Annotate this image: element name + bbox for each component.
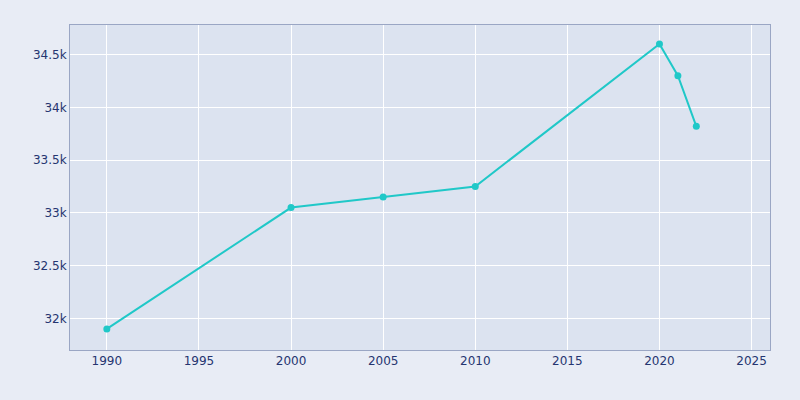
svg-text:34k: 34k [44,101,66,115]
svg-text:1990: 1990 [92,354,123,368]
svg-text:2000: 2000 [276,354,307,368]
svg-text:33.5k: 33.5k [33,153,67,167]
svg-text:2025: 2025 [736,354,767,368]
svg-text:34.5k: 34.5k [33,48,67,62]
svg-text:2015: 2015 [552,354,583,368]
svg-text:2005: 2005 [368,354,399,368]
svg-text:2020: 2020 [644,354,675,368]
svg-text:2010: 2010 [460,354,491,368]
svg-text:1995: 1995 [184,354,215,368]
svg-text:32k: 32k [44,312,66,326]
svg-text:33k: 33k [44,206,66,220]
svg-text:32.5k: 32.5k [33,259,67,273]
